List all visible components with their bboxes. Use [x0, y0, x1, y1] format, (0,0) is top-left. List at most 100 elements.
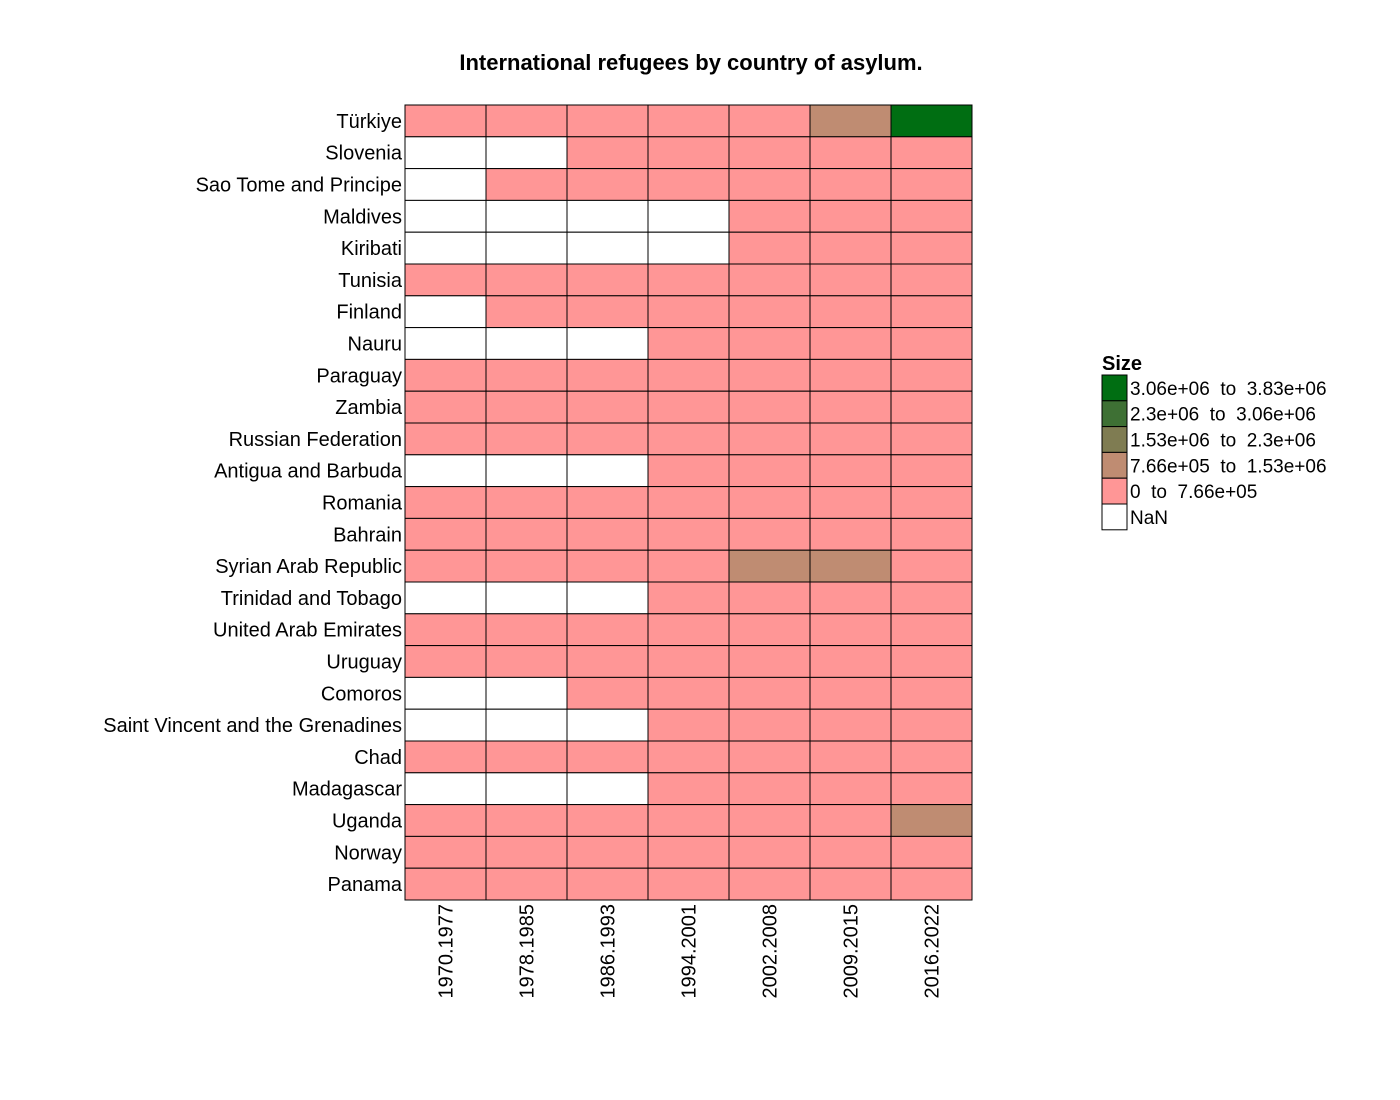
heatmap-cell — [404, 549, 487, 583]
heatmap-cell — [647, 231, 730, 265]
heatmap-cell — [728, 835, 811, 869]
x-tick-label: 1994.2001 — [679, 904, 701, 999]
legend-label: 2.3e+06 to 3.06e+06 — [1130, 405, 1316, 426]
heatmap-cell — [890, 358, 973, 392]
heatmap-cell — [566, 835, 649, 869]
heatmap-cell — [728, 613, 811, 647]
legend-title: Size — [1102, 353, 1142, 375]
heatmap-cell — [809, 104, 892, 138]
heatmap-cell — [728, 422, 811, 456]
heatmap-cell — [485, 168, 568, 201]
heatmap-cell — [809, 772, 892, 806]
heatmap-cell — [485, 708, 568, 742]
x-axis-labels: 1970.1977 1978.1985 1986.1993 1994.2001 2002… — [436, 904, 944, 999]
heatmap-cell — [809, 136, 892, 170]
heatmap-cell — [485, 358, 568, 392]
heatmap-cell — [485, 581, 568, 615]
heatmap-cell — [485, 804, 568, 837]
legend-swatch — [1101, 451, 1128, 479]
heatmap-cell — [809, 295, 892, 329]
y-tick-label: Comoros — [321, 683, 402, 705]
heatmap-cell — [485, 613, 568, 647]
heatmap-cell — [485, 835, 568, 869]
y-tick-label: Antigua and Barbuda — [214, 461, 403, 483]
heatmap-cell — [485, 136, 568, 170]
y-tick-label: Paraguay — [316, 365, 402, 387]
heatmap-cell — [647, 263, 730, 297]
heatmap-cell — [647, 517, 730, 551]
heatmap-cell — [647, 613, 730, 647]
heatmap-cell — [809, 740, 892, 774]
heatmap-cell — [890, 422, 973, 456]
heatmap-cell — [890, 549, 973, 583]
heatmap-cell — [404, 263, 487, 297]
heatmap-cell — [566, 231, 649, 265]
heatmap-cell — [566, 136, 649, 170]
x-tick-label: 2016.2022 — [922, 904, 944, 999]
y-tick-label: Nauru — [348, 334, 402, 356]
legend-label: 1.53e+06 to 2.3e+06 — [1130, 431, 1316, 452]
heatmap-cell — [404, 358, 487, 392]
heatmap-cell — [728, 740, 811, 774]
heatmap-cell — [890, 676, 973, 710]
heatmap-cell — [566, 613, 649, 647]
heatmap-cell — [647, 327, 730, 360]
heatmap-cell — [404, 613, 487, 647]
heatmap-cell — [566, 454, 649, 488]
y-tick-label: Zambia — [335, 397, 403, 419]
heatmap-cell — [890, 104, 973, 138]
legend-swatch — [1101, 400, 1128, 428]
heatmap-cell — [890, 867, 973, 901]
y-tick-label: Syrian Arab Republic — [215, 556, 402, 578]
heatmap-cell — [404, 581, 487, 615]
legend-swatch — [1101, 374, 1128, 402]
heatmap-cell — [728, 645, 811, 678]
heatmap-cell — [728, 136, 811, 170]
heatmap-cell — [485, 772, 568, 806]
heatmap-cell — [404, 740, 487, 774]
y-tick-label: Türkiye — [336, 111, 402, 133]
y-tick-label: Bahrain — [333, 524, 402, 546]
heatmap-cell — [890, 740, 973, 774]
heatmap-cell — [485, 645, 568, 678]
heatmap-cell — [647, 867, 730, 901]
heatmap-cell — [566, 327, 649, 360]
heatmap-cell — [485, 454, 568, 488]
heatmap-cell — [485, 263, 568, 297]
heatmap-cell — [728, 199, 811, 233]
heatmap-cell — [404, 136, 487, 170]
y-tick-label: Romania — [322, 493, 403, 515]
y-tick-label: Saint Vincent and the Grenadines — [103, 715, 402, 737]
y-tick-label: Uganda — [332, 811, 403, 833]
heatmap-cell — [485, 199, 568, 233]
y-tick-label: Uruguay — [326, 652, 402, 674]
heatmap-cell — [809, 231, 892, 265]
heatmap-cell — [485, 867, 568, 901]
heatmap-cell — [647, 168, 730, 201]
heatmap-cell — [728, 295, 811, 329]
heatmap-cell — [890, 454, 973, 488]
heatmap-cell — [647, 104, 730, 138]
heatmap-cell — [809, 168, 892, 201]
heatmap-cell — [809, 199, 892, 233]
heatmap-cell — [404, 199, 487, 233]
heatmap-cell — [647, 804, 730, 837]
heatmap-cell — [890, 708, 973, 742]
heatmap-cell — [809, 835, 892, 869]
heatmap-cell — [809, 867, 892, 901]
heatmap-cell — [404, 867, 487, 901]
heatmap-cell — [485, 231, 568, 265]
y-tick-label: Panama — [328, 874, 403, 896]
heatmap-cell — [809, 581, 892, 615]
heatmap-cell — [728, 804, 811, 837]
heatmap-cell — [485, 390, 568, 424]
y-tick-label: United Arab Emirates — [213, 620, 402, 642]
x-tick-label: 1986.1993 — [598, 904, 620, 999]
heatmap-cell — [485, 295, 568, 329]
heatmap-cell — [809, 486, 892, 519]
heatmap-cell — [809, 676, 892, 710]
heatmap-cell — [404, 454, 487, 488]
heatmap-cell — [485, 517, 568, 551]
y-tick-label: Trinidad and Tobago — [221, 588, 402, 610]
